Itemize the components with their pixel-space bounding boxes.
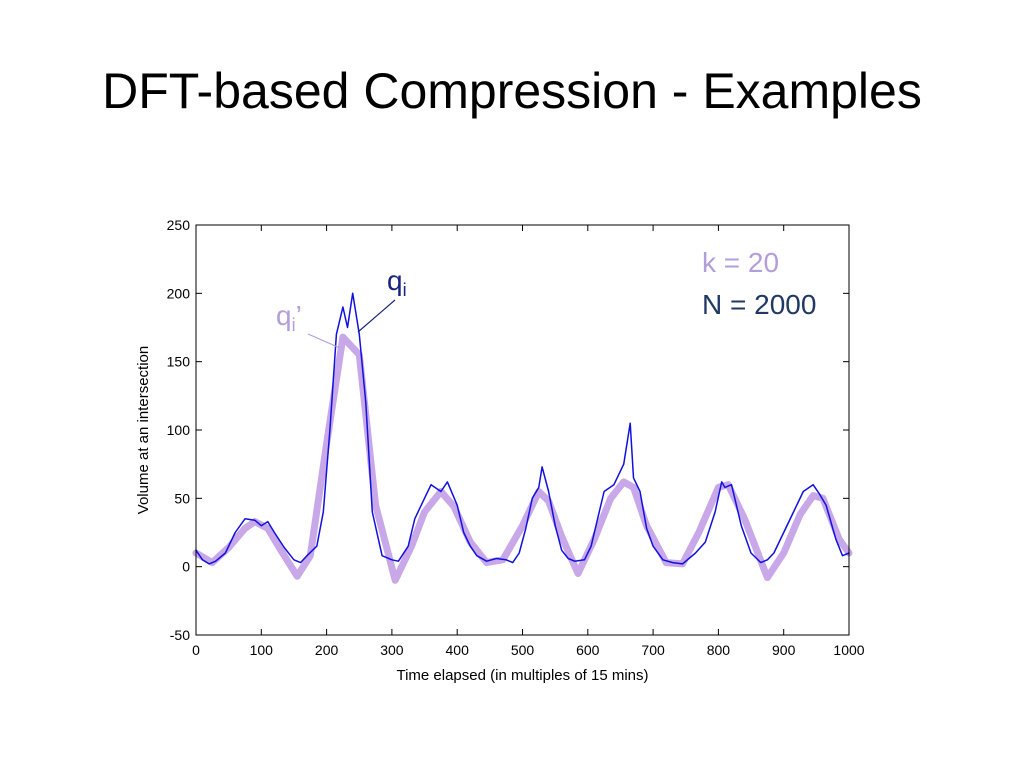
y-tick-label: 200	[167, 285, 191, 301]
x-tick-label: 900	[772, 642, 796, 658]
original-series-label: qi	[387, 265, 407, 300]
x-tick-label: 200	[315, 642, 339, 658]
series-line-original	[195, 292, 850, 565]
x-axis-label: Time elapsed (in multiples of 15 mins)	[396, 667, 648, 684]
approx-label-sub: i	[292, 315, 296, 335]
original-label-sub: i	[403, 280, 407, 300]
k-annotation: k = 20	[702, 247, 779, 278]
approx-label-suffix: ’	[296, 300, 302, 331]
x-tick-label: 800	[707, 642, 731, 658]
y-tick-label: 150	[167, 354, 191, 370]
slide-title: DFT-based Compression - Examples	[102, 63, 922, 119]
x-tick-label: 500	[511, 642, 535, 658]
x-tick-label: 100	[250, 642, 274, 658]
ticks-layer: 0 100 200 300 400 500 600 700 800 900 1000-5005010…	[167, 217, 865, 658]
x-tick-label: 300	[380, 642, 404, 658]
approx-label-base: q	[276, 300, 292, 331]
approx-series-arrow	[307, 333, 341, 349]
n-annotation: N = 2000	[702, 289, 816, 320]
approx-series-label: qi’	[276, 300, 302, 335]
x-tick-label: 400	[446, 642, 470, 658]
original-series-arrow	[357, 299, 396, 333]
x-tick-label: 700	[641, 642, 665, 658]
y-tick-label: 100	[167, 422, 191, 438]
x-tick-label: 0	[192, 642, 200, 658]
y-tick-label: 50	[174, 490, 190, 506]
x-tick-label: 1000	[833, 642, 864, 658]
y-tick-label: 250	[167, 217, 191, 233]
y-axis-label: Volume at an intersection	[135, 346, 152, 514]
x-tick-label: 600	[576, 642, 600, 658]
original-label-base: q	[387, 265, 403, 296]
y-tick-label: -50	[170, 627, 190, 643]
y-tick-label: 0	[182, 559, 190, 575]
series-layer	[192, 292, 853, 584]
